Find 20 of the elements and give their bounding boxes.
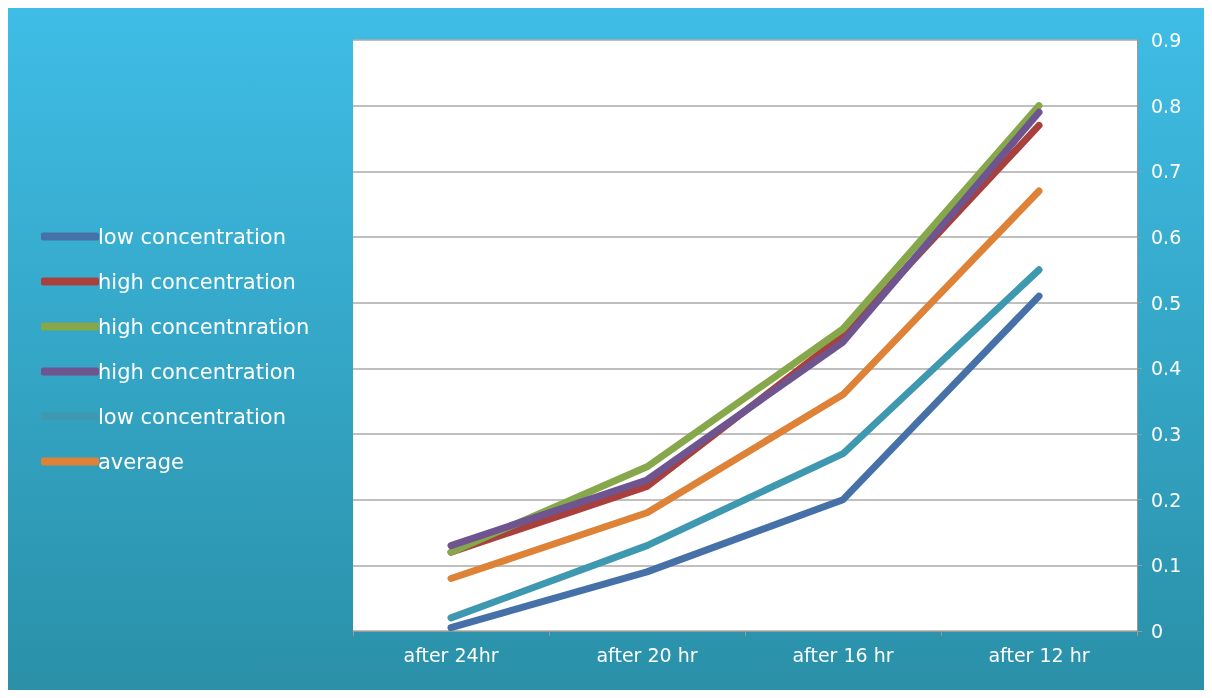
y-tick-label: 0.9 bbox=[1151, 29, 1182, 51]
y-tick-label: 0.4 bbox=[1151, 357, 1182, 380]
legend-label: low concentration bbox=[98, 404, 286, 429]
legend-label: high concentration bbox=[98, 269, 296, 294]
x-tick-label: after 24hr bbox=[403, 643, 499, 666]
y-tick-label: 0.6 bbox=[1151, 226, 1182, 248]
x-tick-label: after 20 hr bbox=[596, 643, 698, 666]
y-tick-label: 0.8 bbox=[1151, 94, 1182, 117]
legend-label: low concentration bbox=[98, 224, 286, 249]
legend-label: high concentnration bbox=[98, 314, 310, 339]
y-tick-label: 0.2 bbox=[1151, 488, 1182, 511]
y-tick-label: 0.1 bbox=[1151, 554, 1182, 577]
y-tick-label: 0.7 bbox=[1151, 160, 1182, 183]
legend-label: high concentration bbox=[98, 359, 296, 384]
y-tick-label: 0.3 bbox=[1151, 423, 1182, 445]
x-tick-label: after 16 hr bbox=[792, 643, 894, 666]
y-tick-label: 0.5 bbox=[1151, 291, 1182, 314]
y-tick-label: 0 bbox=[1151, 620, 1164, 642]
x-tick-label: after 12 hr bbox=[988, 643, 1090, 666]
legend-label: average bbox=[98, 449, 184, 474]
